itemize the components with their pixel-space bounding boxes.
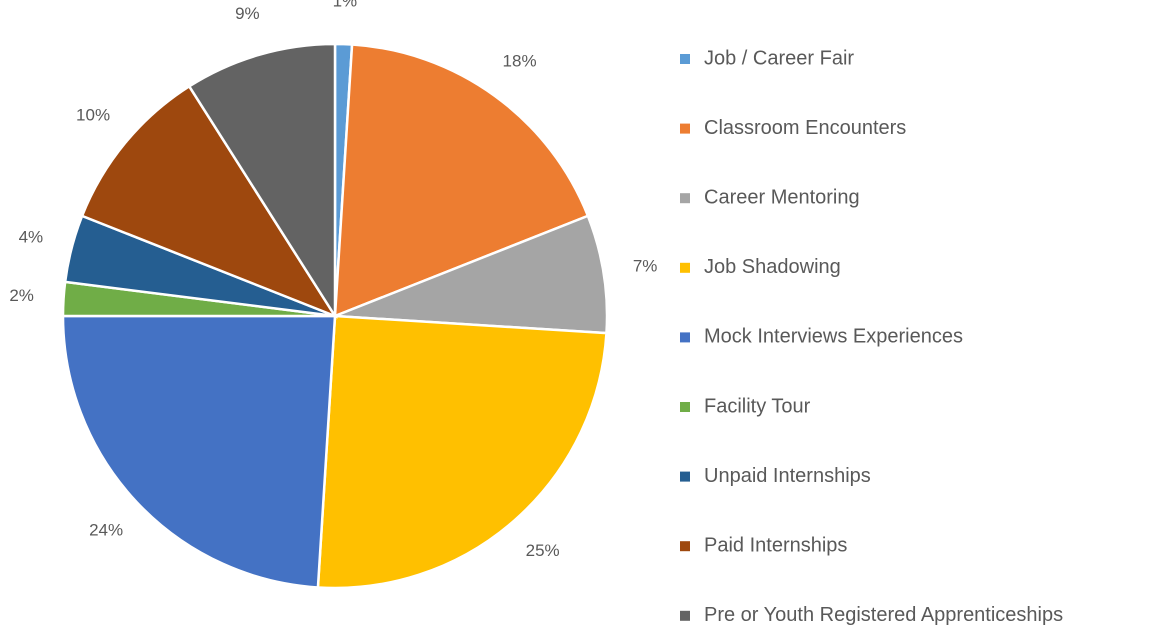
pie-slice <box>187 42 337 321</box>
legend-label: Mock Interviews Experiences <box>704 326 963 348</box>
data-label: 1% <box>333 0 358 11</box>
legend-label: Classroom Encounters <box>704 117 906 139</box>
data-label: 2% <box>9 286 34 305</box>
data-label: 24% <box>89 520 123 539</box>
legend-label: Paid Internships <box>704 534 847 556</box>
legend-label: Pre or Youth Registered Apprenticeships <box>704 604 1063 626</box>
legend-marker <box>680 541 690 552</box>
pie-slice <box>334 214 609 335</box>
legend-marker <box>680 471 690 482</box>
data-label: 7% <box>633 256 658 275</box>
legend-label: Job Shadowing <box>704 256 841 278</box>
pie-slice <box>316 314 608 590</box>
legend-marker <box>680 123 690 134</box>
legend-marker <box>680 262 690 273</box>
legend-label: Job / Career Fair <box>704 47 854 69</box>
data-label: 10% <box>76 105 110 124</box>
data-label: 18% <box>503 51 537 70</box>
legend-marker <box>680 402 690 412</box>
legend-label: Unpaid Internships <box>704 465 871 487</box>
data-label: 9% <box>235 4 260 23</box>
legend-marker <box>680 610 690 621</box>
pie-slice <box>333 43 590 318</box>
legend-marker <box>680 193 690 204</box>
legend-marker <box>680 54 690 64</box>
data-label: 25% <box>526 541 560 560</box>
legend-label: Career Mentoring <box>704 186 860 208</box>
legend-label: Facility Tour <box>704 395 811 417</box>
pie-slice <box>80 84 339 319</box>
data-label: 4% <box>19 227 44 246</box>
pie-slice <box>61 314 337 589</box>
legend-marker <box>680 332 690 343</box>
